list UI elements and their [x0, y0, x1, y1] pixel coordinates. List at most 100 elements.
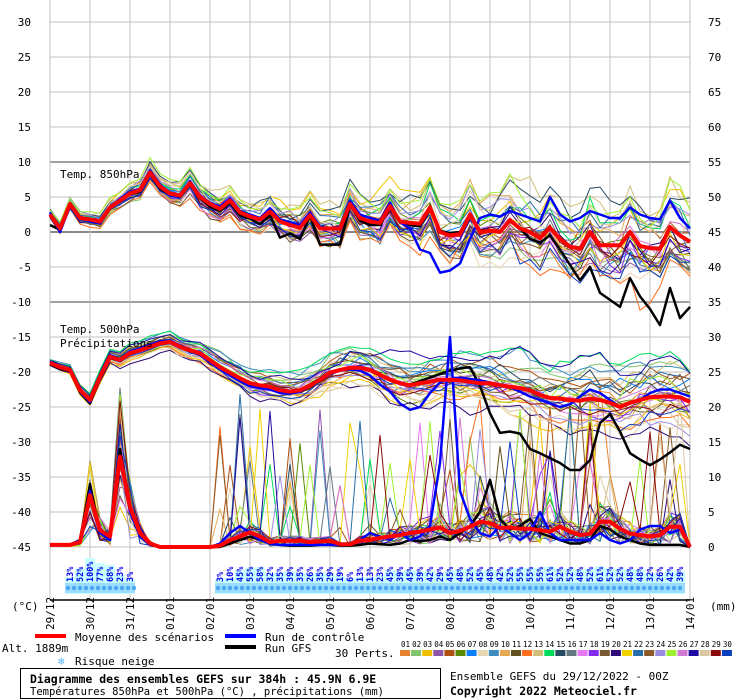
snow-risk-label: 35% — [316, 566, 326, 582]
perturbation-color-swatch — [655, 650, 666, 656]
perturbation-number: 18 — [590, 640, 600, 649]
member-27-t500-line — [49, 334, 691, 397]
snowflake-icon — [119, 585, 125, 591]
snowflake-icon — [233, 585, 239, 591]
perturbation-number: 01 — [401, 640, 410, 649]
x-tick-label: 05/01 — [324, 597, 337, 630]
snowflake-icon — [413, 585, 419, 591]
x-tick-label: 06/01 — [364, 597, 377, 630]
snowflake-icon — [395, 585, 401, 591]
member-12-t850-line — [49, 181, 691, 312]
snow-risk-label: 23% — [376, 566, 386, 582]
snowflake-icon — [365, 585, 371, 591]
x-tick-label: 11/01 — [564, 597, 577, 630]
perturbation-number: 12 — [523, 640, 532, 649]
snow-risk-bar — [575, 569, 585, 594]
perturbation-color-swatch — [533, 650, 544, 656]
snow-risk-label: 68% — [106, 566, 116, 582]
perturbation-number: 03 — [423, 640, 432, 649]
perturbation-number: 19 — [601, 640, 610, 649]
snow-risk-bar — [75, 568, 85, 594]
perturbation-color-swatch — [622, 650, 632, 656]
snow-risk-bar — [485, 569, 495, 594]
snowflake-icon — [107, 585, 113, 591]
snow-risk-label: 45% — [476, 566, 486, 582]
perturbation-number: 02 — [412, 640, 421, 649]
perturbation-number: 30 — [723, 640, 733, 649]
run-info: Ensemble GEFS du 29/12/2022 - 00Z — [450, 670, 669, 683]
perturbation-number: 15 — [556, 640, 565, 649]
snow-risk-label: 23% — [116, 566, 126, 582]
snow-risk-bar — [445, 570, 455, 594]
snow-risk-bar — [85, 558, 95, 594]
snow-risk-label: 6% — [346, 571, 356, 582]
perturbation-color-swatch — [511, 650, 521, 656]
snowflake-icon — [443, 585, 449, 591]
snow-risk-bar — [605, 568, 615, 594]
x-tick-label: 30/12 — [84, 597, 97, 630]
snowflake-icon — [533, 585, 539, 591]
snow-risk-label: 13% — [66, 566, 76, 582]
x-tick-label: 04/01 — [284, 597, 297, 630]
right-tick-label: 20 — [708, 401, 721, 414]
left-tick-label: -35 — [11, 471, 31, 484]
snow-risk-label: 61% — [546, 566, 556, 582]
perturbation-color-swatch — [699, 650, 710, 656]
snow-risk-bar — [245, 567, 255, 594]
right-tick-label: 25 — [708, 366, 721, 379]
perturbation-number: 29 — [712, 640, 721, 649]
snowflake-icon — [497, 585, 503, 591]
snow-risk-label: 29% — [436, 566, 446, 582]
x-tick-label: 10/01 — [524, 597, 537, 630]
snow-risk-bar — [625, 569, 635, 594]
perturbation-number: 13 — [534, 640, 543, 649]
snow-risk-label: 10% — [226, 566, 236, 582]
x-tick-label: 08/01 — [444, 597, 457, 630]
left-tick-label: 5 — [24, 191, 31, 204]
snowflake-icon — [293, 585, 299, 591]
snow-risk-label: 3% — [126, 571, 136, 582]
snowflake-icon — [125, 585, 131, 591]
perturbation-color-swatch — [411, 650, 422, 656]
perturbation-number: 11 — [512, 640, 521, 649]
snowflake-icon — [83, 585, 89, 591]
perturbation-number: 17 — [579, 640, 588, 649]
perturbation-color-swatch — [400, 650, 410, 656]
snowflake-icon — [641, 585, 647, 591]
perturbation-number: 06 — [456, 640, 466, 649]
snowflake-icon — [653, 585, 659, 591]
snow-risk-label: 39% — [396, 566, 406, 582]
snowflake-icon — [425, 585, 431, 591]
snowflake-icon — [359, 585, 365, 591]
snowflake-icon — [551, 585, 557, 591]
snowflake-icon — [515, 585, 521, 591]
perturbation-number: 24 — [656, 640, 666, 649]
perturbation-color-swatch — [422, 650, 433, 656]
legend-control-label: Run de contrôle — [265, 631, 364, 644]
chart-subtitle: Températures 850hPa et 500hPa (°C) , pré… — [30, 686, 384, 698]
snow-risk-label: 55% — [536, 566, 546, 582]
snowflake-icon — [347, 585, 353, 591]
snow-risk-label: 58% — [256, 566, 266, 582]
snowflake-icon — [449, 585, 455, 591]
mean-t850-line — [48, 170, 692, 251]
perturbation-number: 23 — [645, 640, 654, 649]
snowflake-icon — [275, 585, 281, 591]
snow-risk-label: 39% — [416, 566, 426, 582]
legend-snow-label: Risque neige — [75, 655, 154, 668]
perturbation-color-swatch — [610, 650, 621, 656]
perturbation-number: 22 — [634, 640, 643, 649]
snowflake-icon — [461, 585, 467, 591]
snow-risk-bar — [665, 570, 675, 594]
perturbation-color-swatch — [477, 650, 488, 656]
snowflake-icon — [629, 585, 635, 591]
perturbation-number: 14 — [545, 640, 555, 649]
x-tick-label: 02/01 — [204, 597, 217, 630]
snowflake-icon — [623, 585, 629, 591]
snowflake-icon — [509, 585, 515, 591]
snowflake-icon — [263, 585, 269, 591]
snowflake-icon — [503, 585, 509, 591]
x-tick-label: 14/01 — [684, 597, 697, 630]
snow-risk-label: 52% — [586, 566, 596, 582]
